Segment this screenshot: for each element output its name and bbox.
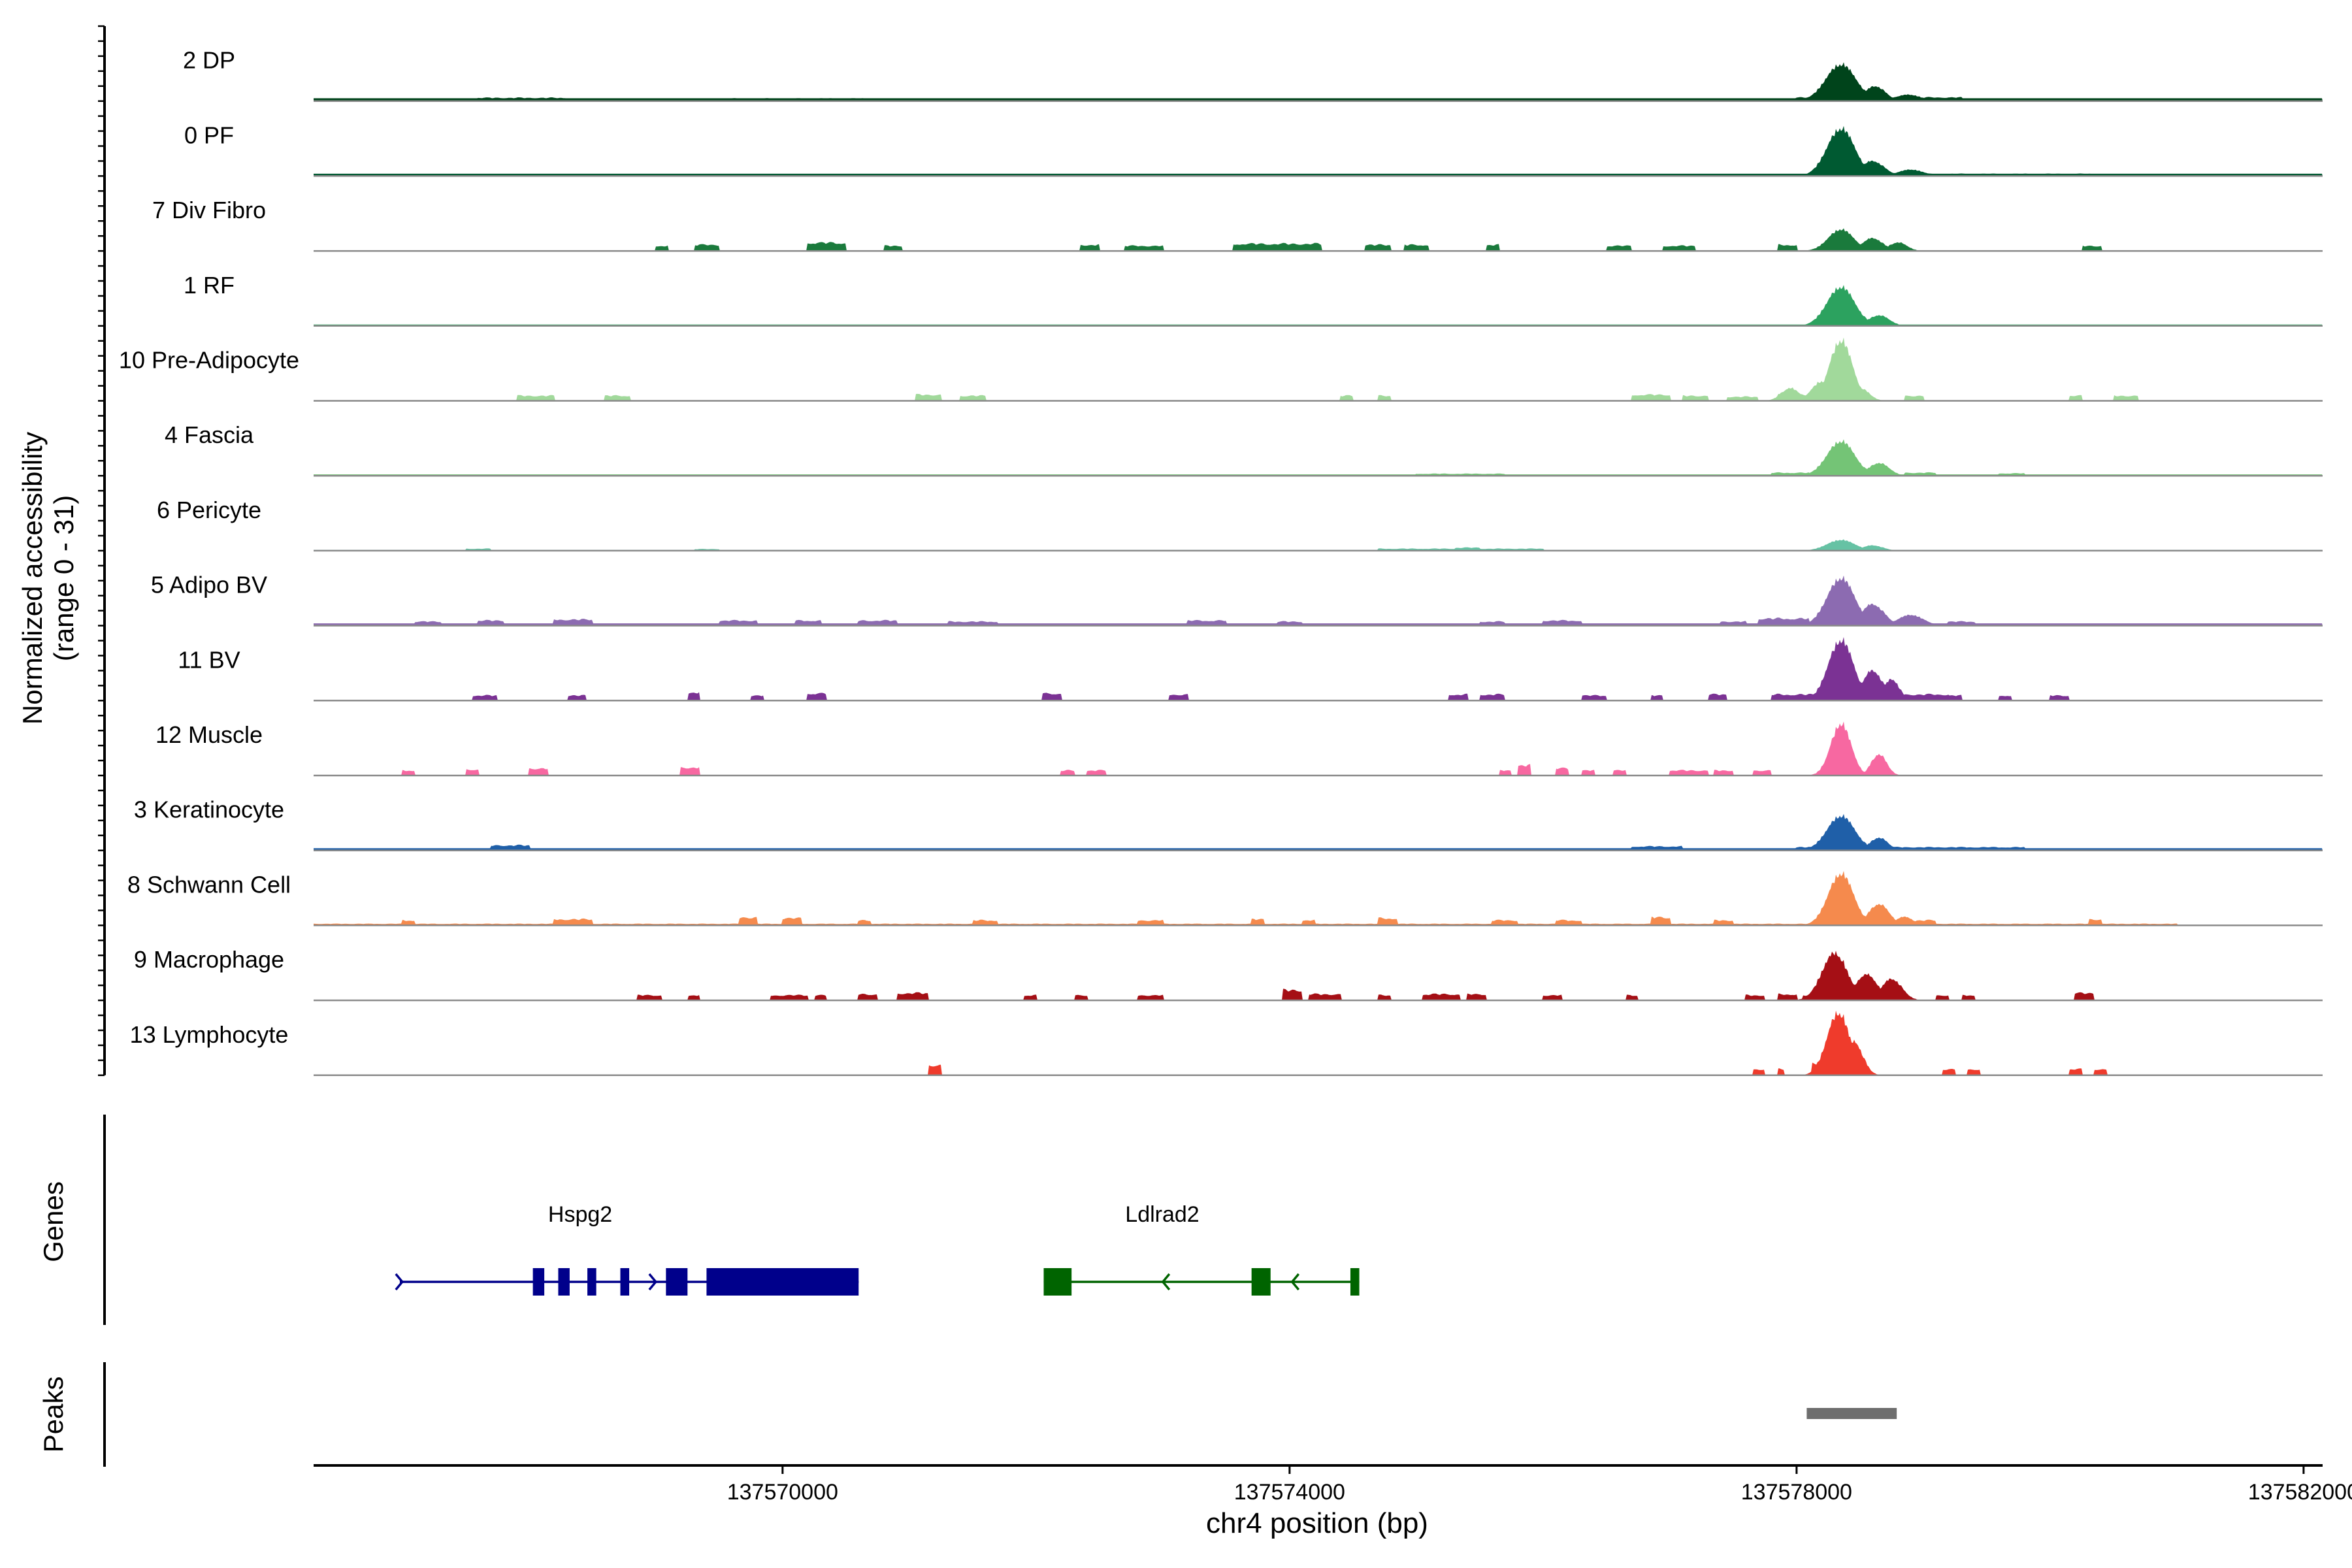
- track-label: 0 PF: [184, 122, 234, 148]
- gene-exon: [666, 1268, 688, 1296]
- strand-arrow: [395, 1273, 404, 1291]
- track-9: 11 BV: [178, 637, 2323, 702]
- track-14: 13 Lymphocyte: [130, 1010, 2323, 1077]
- track-label: 13 Lymphocyte: [130, 1021, 289, 1048]
- track-13: 9 Macrophage: [134, 946, 2323, 1002]
- track-10: 12 Muscle: [155, 721, 2323, 777]
- gene-exon: [620, 1268, 630, 1296]
- track-2: 0 PF: [184, 122, 2323, 177]
- coverage-area: [314, 813, 2323, 851]
- track-3: 7 Div Fibro: [152, 197, 2323, 252]
- coverage-area: [314, 439, 2323, 476]
- strand-arrow: [648, 1273, 658, 1291]
- gene-exon: [1043, 1268, 1072, 1296]
- x-axis: 137570000 137574000 137578000 137582000: [314, 1464, 2352, 1505]
- track-label: 3 Keratinocyte: [134, 796, 284, 823]
- genes-panel-label: Genes: [38, 1181, 69, 1262]
- strand-arrow: [1290, 1273, 1300, 1291]
- coverage-area: [314, 637, 2323, 701]
- x-tick-label: 137578000: [1741, 1480, 1852, 1505]
- track-label: 10 Pre-Adipocyte: [119, 347, 299, 374]
- coverage-area: [314, 228, 2323, 252]
- gene-exon: [558, 1268, 570, 1296]
- track-7: 6 Pericyte: [157, 497, 2323, 552]
- coverage-area: [314, 337, 2323, 401]
- peak-region: [1806, 1408, 1897, 1419]
- x-tick-label: 137570000: [727, 1480, 838, 1505]
- track-label: 12 Muscle: [155, 721, 263, 748]
- strand-arrow: [1161, 1273, 1171, 1291]
- peaks-panel: Peaks: [38, 1362, 1897, 1467]
- track-label: 11 BV: [178, 646, 240, 673]
- x-axis-title: chr4 position (bp): [1206, 1507, 1428, 1539]
- coverage-area: [314, 575, 2323, 626]
- coverage-area: [314, 285, 2323, 326]
- track-label: 7 Div Fibro: [152, 197, 266, 223]
- track-label: 4 Fascia: [165, 421, 254, 448]
- coverage-area: [314, 871, 2323, 926]
- track-label: 5 Adipo BV: [151, 572, 267, 598]
- gene-exon: [587, 1268, 596, 1296]
- gene-exon: [532, 1268, 545, 1296]
- gene-exon: [1350, 1268, 1360, 1296]
- gene-label: Ldlrad2: [1125, 1202, 1199, 1227]
- coverage-area: [314, 951, 2323, 1001]
- track-5: 10 Pre-Adipocyte: [119, 337, 2323, 402]
- track-12: 8 Schwann Cell: [127, 871, 2323, 926]
- track-1: 2 DP: [183, 47, 2323, 102]
- coverage-area: [314, 721, 2323, 776]
- coverage-area: [314, 125, 2323, 176]
- accessibility-tracks: 2 DP 0 PF 7 Div Fibro 1 RF 10 Pre-Adipocyte 4…: [119, 47, 2323, 1077]
- coverage-area: [314, 1010, 2323, 1075]
- track-label: 6 Pericyte: [157, 497, 261, 523]
- x-tick-label: 137582000: [2248, 1480, 2352, 1505]
- gene-exon: [706, 1268, 859, 1296]
- y-axis-title: Normalized accessibility: [17, 432, 48, 725]
- track-8: 5 Adipo BV: [151, 572, 2323, 627]
- coverage-area: [314, 539, 2323, 551]
- accessibility-y-axis: [98, 25, 106, 1077]
- track-label: 8 Schwann Cell: [127, 871, 291, 898]
- track-4: 1 RF: [184, 272, 2323, 327]
- track-label: 1 RF: [184, 272, 235, 299]
- gene-hspg2: Hspg2: [395, 1202, 859, 1296]
- gene-ldlrad2: Ldlrad2: [1043, 1202, 1360, 1296]
- x-tick-label: 137574000: [1234, 1480, 1345, 1505]
- y-axis-range: (range 0 - 31): [48, 495, 79, 661]
- track-6: 4 Fascia: [165, 421, 2323, 477]
- genes-panel: Genes Hspg2 Ldlrad2: [38, 1115, 1360, 1325]
- track-11: 3 Keratinocyte: [134, 796, 2323, 851]
- coverage-area: [314, 62, 2323, 101]
- track-label: 2 DP: [183, 47, 235, 74]
- track-label: 9 Macrophage: [134, 946, 284, 973]
- gene-label: Hspg2: [548, 1202, 612, 1227]
- peaks-panel-label: Peaks: [38, 1377, 69, 1453]
- gene-exon: [1251, 1268, 1271, 1296]
